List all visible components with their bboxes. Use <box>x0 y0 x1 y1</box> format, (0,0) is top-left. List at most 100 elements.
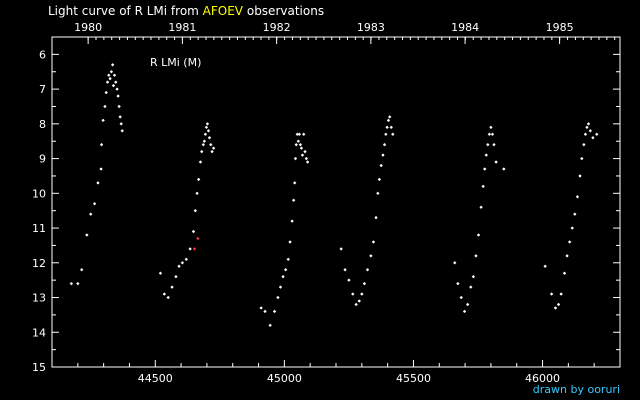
year-tick-label: 1980 <box>74 21 102 34</box>
data-point <box>115 87 119 91</box>
data-point <box>490 132 494 136</box>
data-point <box>474 254 478 258</box>
data-point <box>111 63 115 67</box>
data-point <box>456 282 460 286</box>
data-point <box>580 157 584 161</box>
data-point <box>180 261 184 265</box>
data-points <box>69 63 599 327</box>
data-point <box>463 309 467 313</box>
data-point <box>263 309 267 313</box>
data-point <box>377 177 381 181</box>
data-point <box>471 275 475 279</box>
data-point <box>484 153 488 157</box>
x-tick-label: 44500 <box>138 372 173 385</box>
data-point <box>292 198 296 202</box>
data-point <box>203 132 207 136</box>
data-point <box>469 285 473 289</box>
data-point <box>557 302 561 306</box>
data-point <box>284 268 288 272</box>
y-tick-label: 15 <box>32 361 46 374</box>
data-point <box>477 233 481 237</box>
data-point <box>302 132 306 136</box>
data-point <box>559 292 563 296</box>
data-point <box>347 278 351 282</box>
data-point <box>290 219 294 223</box>
data-point <box>112 73 116 77</box>
title-prefix: Light curve of R LMi from <box>48 4 203 18</box>
data-point <box>107 73 111 77</box>
data-point <box>114 80 118 84</box>
data-point <box>298 143 302 147</box>
x-tick-label: 45000 <box>267 372 302 385</box>
data-point <box>89 212 93 216</box>
data-point <box>166 296 170 300</box>
data-point <box>583 132 587 136</box>
data-point <box>299 146 303 150</box>
data-point <box>120 129 124 133</box>
data-point <box>486 143 490 147</box>
data-point <box>489 125 493 129</box>
data-point <box>106 80 110 84</box>
data-point <box>209 143 213 147</box>
plot-frame <box>51 36 621 368</box>
data-point <box>304 157 308 161</box>
y-tick-label: 13 <box>32 292 46 305</box>
data-point <box>268 323 272 327</box>
data-point <box>502 167 506 171</box>
data-point <box>111 84 115 88</box>
data-point <box>297 132 301 136</box>
data-point <box>565 254 569 258</box>
y-tick-label: 14 <box>32 326 46 339</box>
data-point <box>293 157 297 161</box>
data-point <box>109 70 113 74</box>
data-point <box>553 306 557 310</box>
data-point <box>206 129 210 133</box>
data-point <box>93 202 97 206</box>
data-point <box>119 122 123 126</box>
data-point <box>85 233 89 237</box>
data-point <box>573 212 577 216</box>
data-point <box>381 153 385 157</box>
data-point <box>100 143 104 147</box>
data-point <box>108 77 112 81</box>
x-tick-label: 45500 <box>396 372 431 385</box>
data-point <box>276 296 280 300</box>
data-point <box>278 285 282 289</box>
data-point <box>389 125 393 129</box>
data-point <box>550 292 554 296</box>
data-point <box>376 191 380 195</box>
data-point <box>585 125 589 129</box>
data-point <box>479 205 483 209</box>
data-point <box>369 254 373 258</box>
y-tick-label: 8 <box>39 118 46 131</box>
data-point <box>198 160 202 164</box>
data-point <box>201 143 205 147</box>
data-point <box>459 296 463 300</box>
data-point <box>116 94 120 98</box>
data-point <box>210 150 214 154</box>
data-point <box>80 268 84 272</box>
data-point <box>158 271 162 275</box>
data-point <box>202 139 206 143</box>
data-point <box>294 143 298 147</box>
data-point <box>388 115 392 119</box>
data-point <box>200 150 204 154</box>
y-tick-label: 11 <box>32 222 46 235</box>
data-point <box>351 292 355 296</box>
data-point <box>568 240 572 244</box>
data-point <box>174 275 178 279</box>
data-point <box>212 146 216 150</box>
data-point <box>118 115 122 119</box>
data-point <box>384 132 388 136</box>
data-point <box>453 261 457 265</box>
data-point <box>362 282 366 286</box>
data-point <box>492 143 496 147</box>
data-point <box>273 309 277 313</box>
credit-text: drawn by ooruri <box>532 383 620 396</box>
data-point <box>193 247 197 251</box>
data-point <box>595 132 599 136</box>
data-point <box>204 125 208 129</box>
data-point <box>357 299 361 303</box>
y-tick-label: 6 <box>39 48 46 61</box>
